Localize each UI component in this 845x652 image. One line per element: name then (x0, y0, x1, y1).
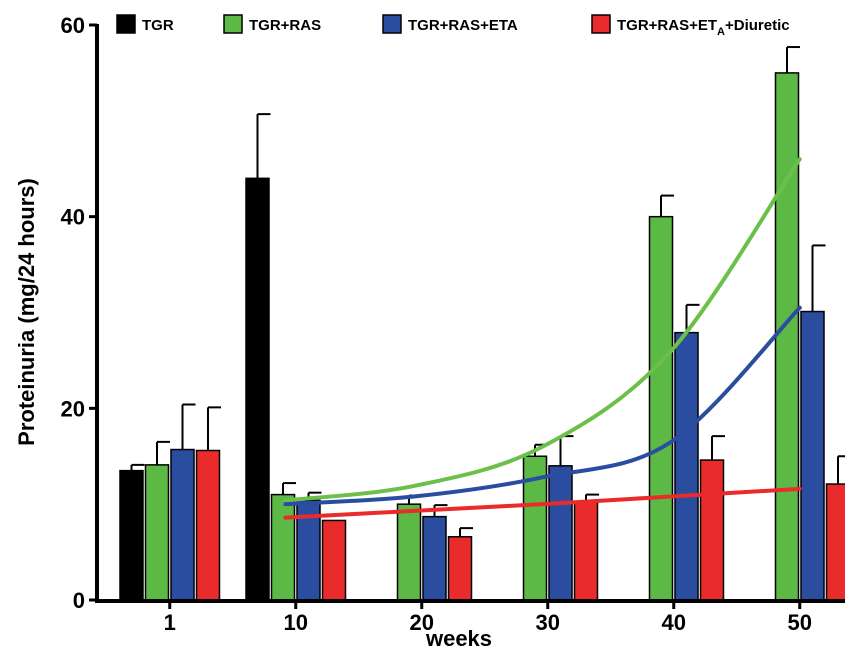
bar (573, 500, 599, 601)
bar (648, 215, 674, 601)
trend-line (283, 157, 802, 503)
bar (774, 72, 800, 601)
error-bars-layer (130, 46, 845, 537)
trend-lines-layer (283, 157, 802, 520)
bar (170, 448, 195, 601)
bar (321, 519, 347, 601)
x-tick-label: 50 (788, 610, 812, 635)
x-tick-label: 1 (164, 610, 176, 635)
trend-line (283, 486, 802, 520)
legend-swatch (382, 14, 402, 34)
y-ticks-layer: 0 20 40 60 (61, 13, 97, 613)
bar (396, 503, 422, 601)
bar (270, 493, 296, 601)
legend-label: TGR+RAS+ETA (408, 17, 518, 34)
legend-label: TGR+RAS (249, 17, 321, 34)
bar (245, 177, 270, 601)
x-tick-label: 40 (662, 610, 686, 635)
x-axis-title: weeks (425, 626, 492, 651)
legend-label: TGR (142, 17, 174, 34)
x-tick-label: 20 (410, 610, 434, 635)
bar (825, 483, 845, 601)
bar (119, 469, 144, 601)
legend-swatch (116, 14, 136, 34)
bar (699, 459, 725, 601)
legend-swatch (223, 14, 243, 34)
x-ticks-layer: 1 10 20 30 40 50 (164, 601, 812, 635)
trend-line (283, 305, 802, 507)
bars-layer (119, 72, 845, 601)
bar (195, 449, 221, 601)
y-tick-label: 60 (61, 13, 85, 38)
bar (422, 515, 447, 601)
bar (674, 331, 699, 601)
y-tick-label: 20 (61, 396, 85, 421)
bar (144, 464, 170, 601)
bar (447, 536, 473, 601)
x-tick-label: 30 (536, 610, 560, 635)
bar (800, 310, 825, 601)
y-axis-title: Proteinuria (mg/24 hours) (14, 178, 39, 446)
legend-label: TGR+RAS+ETA+Diuretic (617, 17, 790, 38)
y-tick-label: 0 (73, 588, 85, 613)
bar (548, 465, 573, 601)
legend-swatch (591, 14, 611, 34)
y-tick-label: 40 (61, 205, 85, 230)
x-tick-label: 10 (284, 610, 308, 635)
legend: TGR TGR+RAS TGR+RAS+ETA TGR+RAS+ETA+Diureti… (116, 14, 790, 38)
